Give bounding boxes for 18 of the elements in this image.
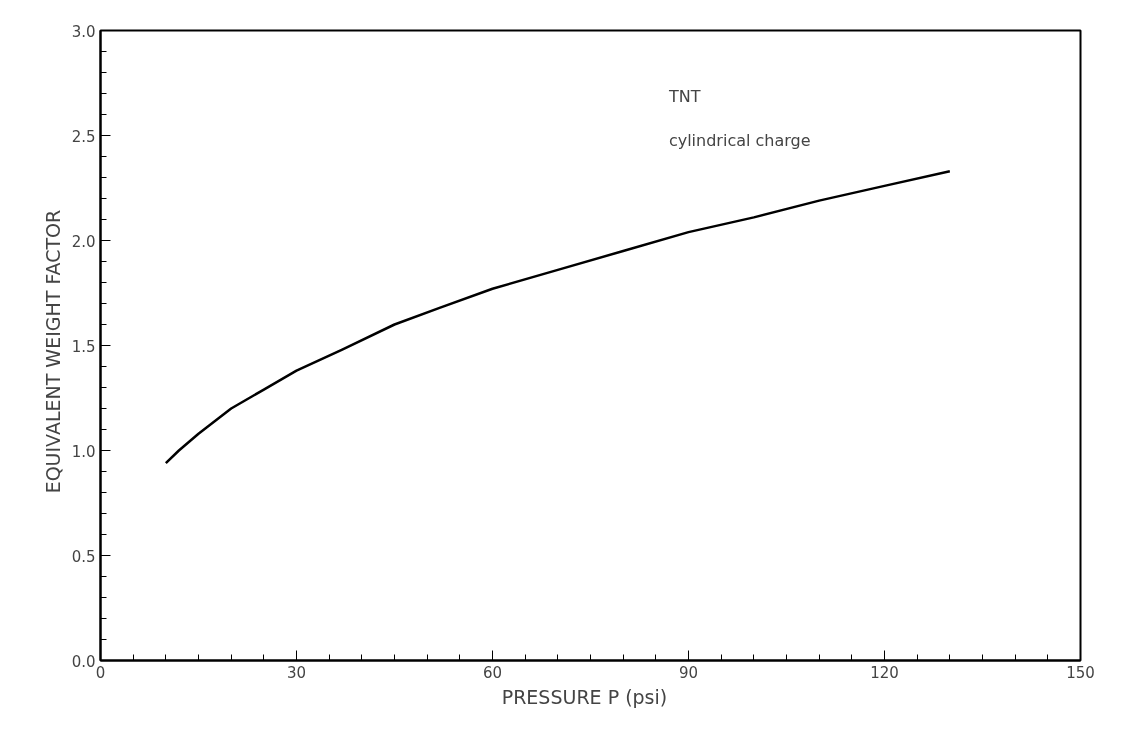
y-axis-title: EQUIVALENT WEIGHT FACTOR [41, 209, 64, 494]
y-tick-label: 0.0 [71, 652, 96, 671]
y-tick-label: 3.0 [71, 22, 96, 41]
y-tick-label: 2.0 [71, 232, 96, 251]
annotation: cylindrical charge [668, 131, 811, 151]
x-tick-label: 120 [870, 663, 899, 682]
line-series [164, 169, 952, 465]
y-tick-label: 1.0 [71, 442, 96, 461]
x-tick-label: 0 [95, 663, 106, 682]
y-tick-label: 1.5 [71, 337, 96, 356]
x-tick-label: 30 [286, 663, 307, 682]
x-tick-label: 90 [678, 663, 699, 682]
annotation: TNT [667, 87, 701, 107]
x-axis-title: PRESSURE P (psi) [501, 685, 668, 708]
x-tick-label: 60 [482, 663, 503, 682]
y-tick-label: 0.5 [71, 547, 96, 566]
y-tick-label: 2.5 [71, 127, 96, 146]
x-tick-label: 150 [1066, 663, 1095, 682]
